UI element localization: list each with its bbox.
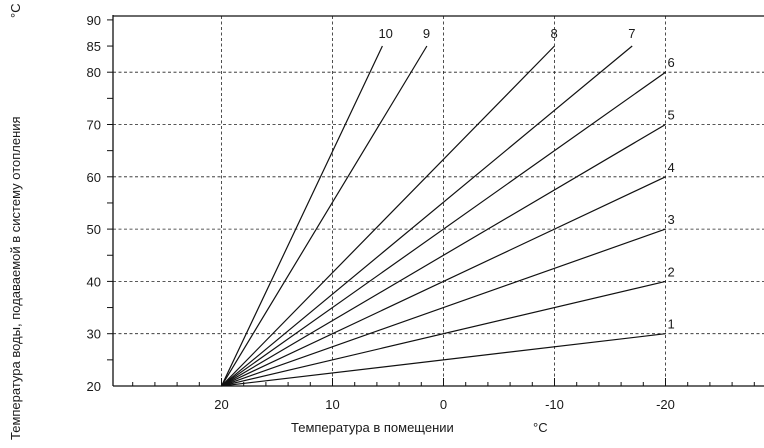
y-tick-label: 80	[87, 65, 101, 80]
curve-label-9: 9	[423, 26, 430, 41]
y-tick-label: 70	[87, 118, 101, 133]
y-tick-label: 85	[87, 39, 101, 54]
heating-curve-3	[221, 228, 666, 387]
y-tick-label: 50	[87, 222, 101, 237]
y-tick-label: 90	[87, 13, 101, 28]
curve-label-3: 3	[668, 212, 675, 227]
x-tick-label: 10	[325, 397, 339, 412]
heating-curve-10	[220, 45, 383, 387]
axis-ticks	[107, 19, 755, 386]
y-tick-label: 40	[87, 274, 101, 289]
x-tick-label: 0	[440, 397, 447, 412]
curve-label-2: 2	[668, 264, 675, 279]
heating-curve-7	[221, 45, 633, 387]
curve-label-6: 6	[668, 55, 675, 70]
heating-curve-4	[221, 176, 666, 387]
heating-curve-8	[221, 45, 555, 387]
heating-curve-9	[220, 45, 428, 387]
heating-curves	[220, 45, 666, 387]
grid	[113, 16, 764, 386]
x-tick-label: -10	[545, 397, 564, 412]
heating-curve-5	[221, 123, 666, 387]
x-tick-label: 20	[214, 397, 228, 412]
heating-curve-2	[221, 280, 666, 387]
heating-curve-1	[221, 333, 666, 387]
curve-label-7: 7	[628, 26, 635, 41]
x-tick-label: -20	[656, 397, 675, 412]
axes	[112, 15, 764, 387]
y-tick-label: 30	[87, 327, 101, 342]
heating-curve-6	[221, 71, 666, 387]
y-tick-label: 60	[87, 170, 101, 185]
tick-labels: 1 2 3 4 5 6 7 8 9 10 20 30 40 50 60 70 80 85 90 20 10 0 -10 -20	[87, 13, 675, 412]
y-axis-label: Температура воды, подаваемой в систему о…	[8, 116, 23, 440]
curve-label-10: 10	[378, 26, 392, 41]
x-axis-unit: °C	[533, 420, 548, 435]
y-axis-unit: °C	[8, 3, 23, 18]
curve-label-1: 1	[668, 317, 675, 332]
curve-label-8: 8	[551, 26, 558, 41]
x-axis-label: Температура в помещении	[291, 420, 454, 435]
y-tick-label: 20	[87, 379, 101, 394]
curve-label-5: 5	[668, 108, 675, 123]
curve-label-4: 4	[668, 160, 675, 175]
